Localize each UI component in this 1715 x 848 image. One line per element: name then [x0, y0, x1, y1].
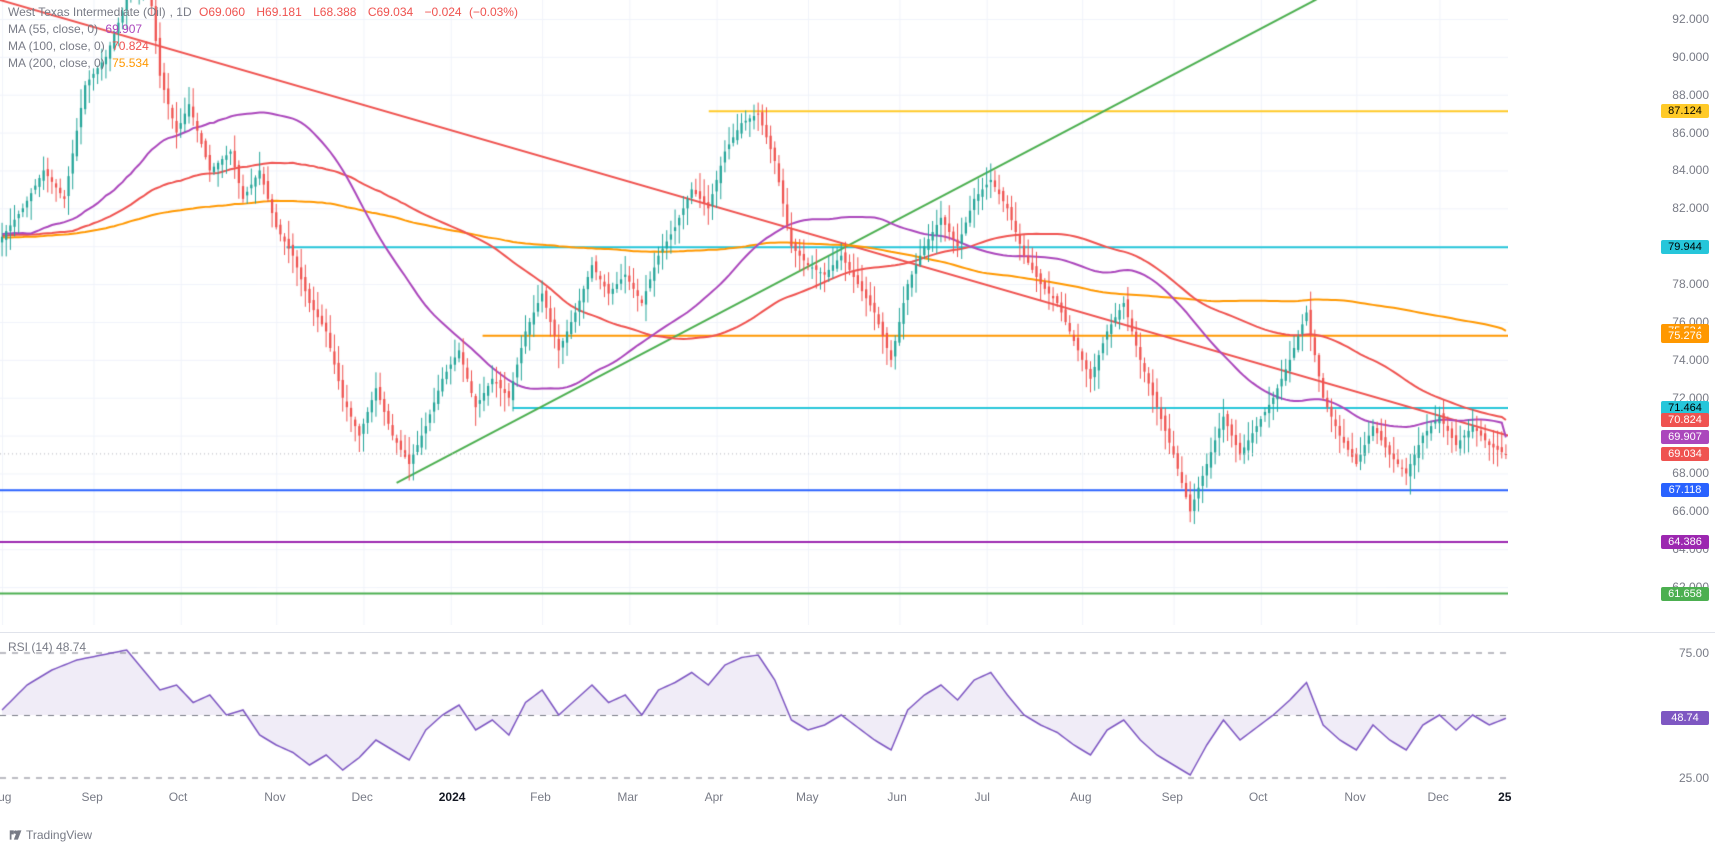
price-tag: 64.386 [1661, 535, 1709, 549]
rsi-tag: 48.74 [1661, 711, 1709, 725]
price-gridlabel: 84.000 [1672, 163, 1709, 177]
price-gridlabel: 68.000 [1672, 466, 1709, 480]
rsi-label: RSI (14) [8, 640, 53, 654]
price-gridlabel: 92.000 [1672, 12, 1709, 26]
price-tag: 87.124 [1661, 104, 1709, 118]
rsi-legend: RSI (14) 48.74 [8, 640, 86, 654]
price-tag: 70.824 [1661, 413, 1709, 427]
ohlc-low: 68.388 [320, 5, 357, 19]
ma100-value: 70.824 [112, 39, 149, 53]
ohlc-change-pct: (−0.03%) [469, 5, 518, 19]
price-gridlabel: 78.000 [1672, 277, 1709, 291]
ma100-legend: MA (100, close, 0) 70.824 [8, 38, 522, 55]
time-label: 2024 [439, 790, 466, 804]
time-label: Apr [705, 790, 724, 804]
ma200-label: MA (200, close, 0) [8, 56, 105, 70]
price-pane[interactable] [0, 0, 1508, 625]
rsi-canvas [0, 640, 1508, 790]
rsi-pane[interactable] [0, 640, 1508, 790]
ma55-label: MA (55, close, 0) [8, 22, 98, 36]
rsi-gridlabel: 25.00 [1679, 771, 1709, 785]
price-tag: 75.276 [1661, 329, 1709, 343]
price-tag: 79.944 [1661, 240, 1709, 254]
ma200-value: 75.534 [112, 56, 149, 70]
ma55-value: 69.907 [105, 22, 142, 36]
tradingview-watermark: TradingView [8, 828, 92, 842]
time-label: Aug [1070, 790, 1091, 804]
time-label: Feb [530, 790, 551, 804]
rsi-value: 48.74 [56, 640, 86, 654]
price-gridlabel: 86.000 [1672, 126, 1709, 140]
ohlc-close: 69.034 [377, 5, 414, 19]
pane-separator [0, 632, 1715, 633]
ma200-legend: MA (200, close, 0) 75.534 [8, 55, 522, 72]
price-gridlabel: 82.000 [1672, 201, 1709, 215]
price-canvas [0, 0, 1508, 625]
time-axis: Aug Sep Oct Nov Dec 2024 Feb Mar Apr May Jun Jul Aug… [0, 790, 1508, 810]
symbol-title[interactable]: West Texas Intermediate (Oil) [8, 5, 166, 19]
time-label: Mar [617, 790, 638, 804]
rsi-gridlabel: 75.00 [1679, 646, 1709, 660]
price-tag: 69.907 [1661, 430, 1709, 444]
time-label: Sep [1162, 790, 1183, 804]
ma55-legend: MA (55, close, 0) 69.907 [8, 21, 522, 38]
time-label: Jun [887, 790, 906, 804]
chart-root: Aug Sep Oct Nov Dec 2024 Feb Mar Apr May Jun Jul Aug… [0, 0, 1715, 848]
time-label: May [796, 790, 819, 804]
time-label: Dec [351, 790, 372, 804]
price-gridlabel: 88.000 [1672, 88, 1709, 102]
time-label: Dec [1427, 790, 1448, 804]
time-label: Aug [0, 790, 11, 804]
time-label: Oct [169, 790, 188, 804]
chart-legend: West Texas Intermediate (Oil), 1D O69.06… [8, 4, 522, 72]
time-label: Sep [81, 790, 102, 804]
watermark-label: TradingView [26, 828, 92, 842]
price-axis: 62.00064.00066.00068.00070.00072.00074.0… [1651, 0, 1715, 625]
rsi-axis: 75.00 25.00 48.74 [1651, 640, 1715, 790]
price-gridlabel: 66.000 [1672, 504, 1709, 518]
ma100-label: MA (100, close, 0) [8, 39, 105, 53]
ohlc-high: 69.181 [265, 5, 302, 19]
price-tag: 69.034 [1661, 447, 1709, 461]
price-gridlabel: 90.000 [1672, 50, 1709, 64]
time-label: Nov [1344, 790, 1365, 804]
price-tag: 67.118 [1661, 483, 1709, 497]
tradingview-icon [8, 828, 22, 842]
price-gridlabel: 74.000 [1672, 353, 1709, 367]
time-label: Jul [975, 790, 990, 804]
price-tag: 61.658 [1661, 587, 1709, 601]
interval-label: , 1D [170, 5, 192, 19]
ohlc-change: −0.024 [425, 5, 462, 19]
time-label: Nov [264, 790, 285, 804]
time-label: 25 [1498, 790, 1511, 804]
time-label: Oct [1249, 790, 1268, 804]
ohlc-open: 69.060 [208, 5, 245, 19]
